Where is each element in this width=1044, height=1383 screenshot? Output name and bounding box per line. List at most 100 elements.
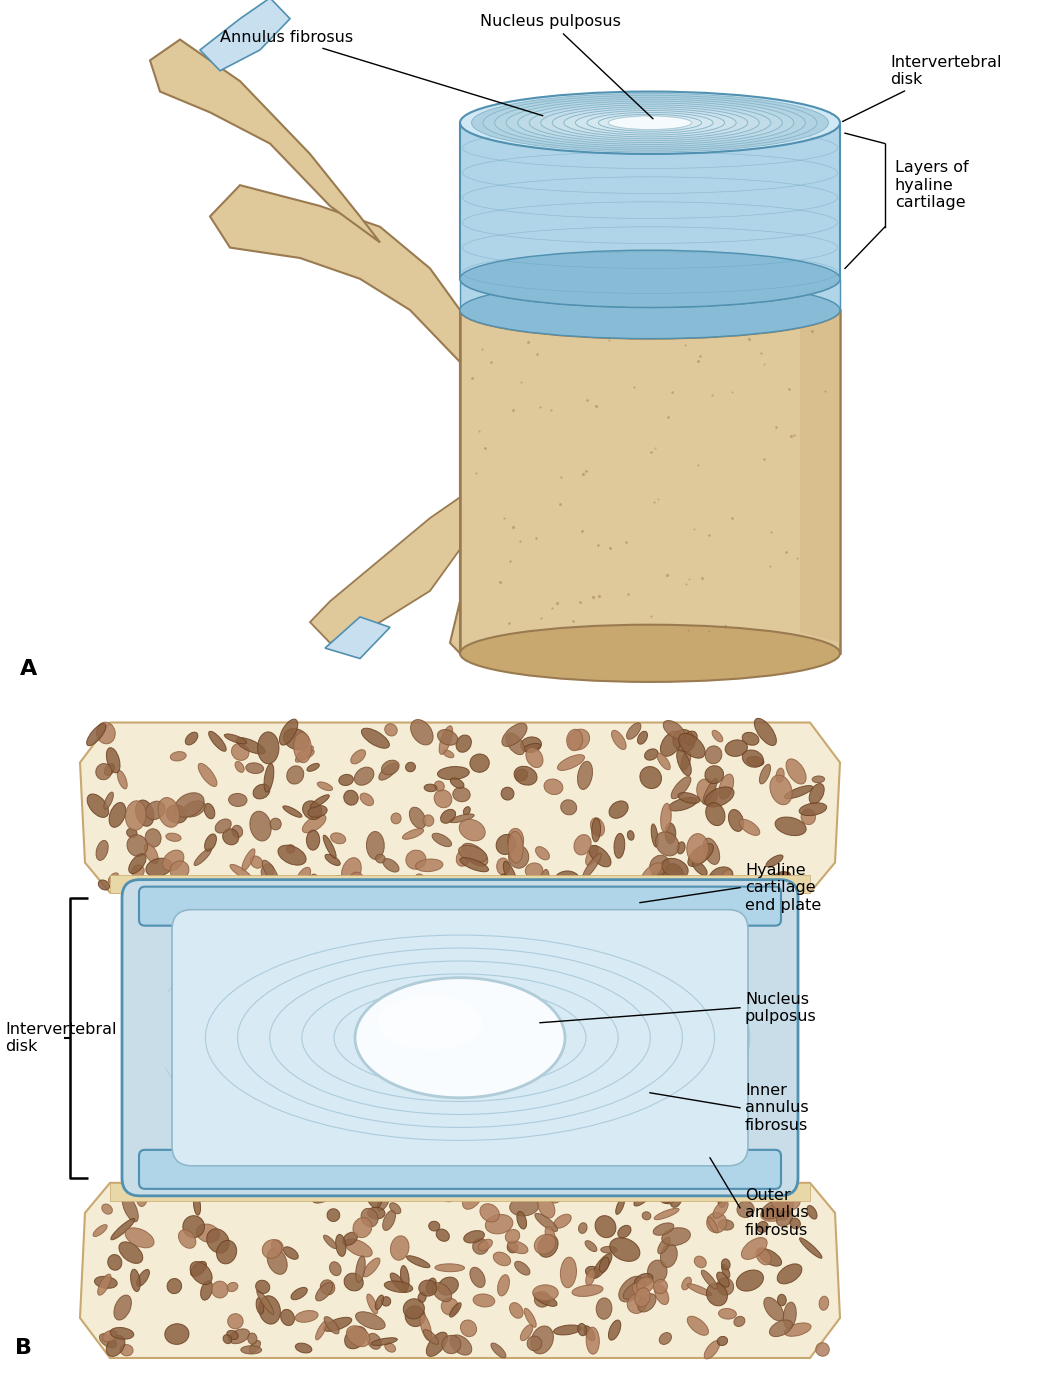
Ellipse shape [356, 1256, 365, 1282]
Ellipse shape [655, 1285, 669, 1304]
Ellipse shape [267, 1249, 287, 1274]
Ellipse shape [696, 779, 717, 805]
Polygon shape [460, 310, 840, 653]
Ellipse shape [410, 719, 433, 745]
Ellipse shape [568, 729, 590, 750]
Ellipse shape [167, 1278, 182, 1293]
Text: A: A [20, 660, 38, 679]
Ellipse shape [106, 748, 120, 773]
FancyBboxPatch shape [122, 880, 798, 1196]
Ellipse shape [432, 833, 452, 846]
Ellipse shape [761, 873, 790, 887]
Ellipse shape [261, 864, 274, 880]
Ellipse shape [637, 1277, 654, 1292]
Ellipse shape [324, 1235, 337, 1249]
Ellipse shape [381, 1297, 390, 1306]
Ellipse shape [529, 102, 770, 142]
Ellipse shape [591, 817, 604, 837]
Ellipse shape [424, 784, 437, 791]
Ellipse shape [779, 1195, 793, 1220]
Ellipse shape [286, 845, 294, 853]
Ellipse shape [561, 1257, 576, 1288]
Ellipse shape [548, 1185, 563, 1203]
Ellipse shape [166, 833, 181, 841]
Ellipse shape [641, 863, 662, 882]
Ellipse shape [345, 1274, 363, 1290]
Ellipse shape [102, 1205, 113, 1214]
Ellipse shape [360, 792, 374, 806]
Ellipse shape [610, 116, 690, 130]
Ellipse shape [772, 1189, 801, 1212]
Ellipse shape [460, 1319, 477, 1336]
Ellipse shape [503, 862, 518, 891]
Ellipse shape [212, 1281, 228, 1299]
Ellipse shape [509, 1303, 523, 1318]
Polygon shape [110, 874, 810, 892]
Ellipse shape [718, 1192, 727, 1207]
Ellipse shape [312, 1189, 335, 1203]
Polygon shape [80, 722, 840, 892]
Ellipse shape [786, 759, 806, 784]
Ellipse shape [419, 1281, 436, 1296]
Ellipse shape [820, 1296, 829, 1310]
Ellipse shape [462, 1187, 482, 1209]
Ellipse shape [125, 1228, 155, 1247]
Ellipse shape [557, 755, 585, 770]
Ellipse shape [464, 806, 470, 815]
Ellipse shape [521, 737, 542, 752]
Ellipse shape [250, 812, 271, 841]
Ellipse shape [705, 745, 721, 763]
Ellipse shape [655, 1209, 679, 1220]
Ellipse shape [443, 750, 454, 758]
Ellipse shape [385, 1343, 396, 1353]
Ellipse shape [406, 851, 426, 870]
Ellipse shape [661, 1184, 677, 1203]
Ellipse shape [586, 1270, 595, 1286]
Ellipse shape [473, 1294, 495, 1307]
Ellipse shape [654, 1279, 667, 1293]
Ellipse shape [526, 747, 543, 768]
Ellipse shape [207, 1229, 230, 1253]
Ellipse shape [564, 109, 736, 137]
Ellipse shape [556, 877, 568, 892]
Ellipse shape [170, 751, 186, 761]
Ellipse shape [345, 1239, 373, 1257]
Ellipse shape [649, 855, 669, 875]
Ellipse shape [96, 841, 109, 860]
Ellipse shape [88, 794, 109, 817]
Ellipse shape [718, 1220, 734, 1229]
Ellipse shape [663, 721, 685, 739]
Ellipse shape [416, 859, 443, 871]
Ellipse shape [216, 1241, 237, 1264]
Ellipse shape [236, 737, 265, 754]
Ellipse shape [251, 856, 263, 869]
Ellipse shape [672, 729, 695, 752]
Ellipse shape [366, 1294, 378, 1314]
Ellipse shape [758, 1249, 782, 1267]
Ellipse shape [627, 1294, 646, 1314]
Ellipse shape [321, 1279, 335, 1294]
Ellipse shape [190, 1261, 212, 1285]
Ellipse shape [491, 1343, 506, 1358]
Ellipse shape [777, 1212, 792, 1227]
Ellipse shape [450, 1335, 472, 1355]
Ellipse shape [507, 828, 524, 852]
Ellipse shape [125, 801, 146, 830]
Ellipse shape [144, 844, 159, 863]
Ellipse shape [165, 1324, 189, 1344]
Ellipse shape [106, 1336, 125, 1357]
Ellipse shape [367, 1333, 381, 1350]
Ellipse shape [767, 874, 785, 888]
Ellipse shape [485, 1214, 513, 1234]
Ellipse shape [377, 1194, 389, 1212]
Ellipse shape [742, 750, 763, 768]
Ellipse shape [809, 784, 824, 804]
Ellipse shape [759, 765, 770, 784]
Ellipse shape [170, 860, 189, 880]
FancyBboxPatch shape [139, 887, 781, 925]
Ellipse shape [334, 875, 359, 889]
Text: Inner
annulus
fibrosus: Inner annulus fibrosus [745, 1083, 809, 1133]
Ellipse shape [441, 809, 455, 823]
Ellipse shape [705, 874, 717, 892]
Ellipse shape [670, 1194, 682, 1207]
